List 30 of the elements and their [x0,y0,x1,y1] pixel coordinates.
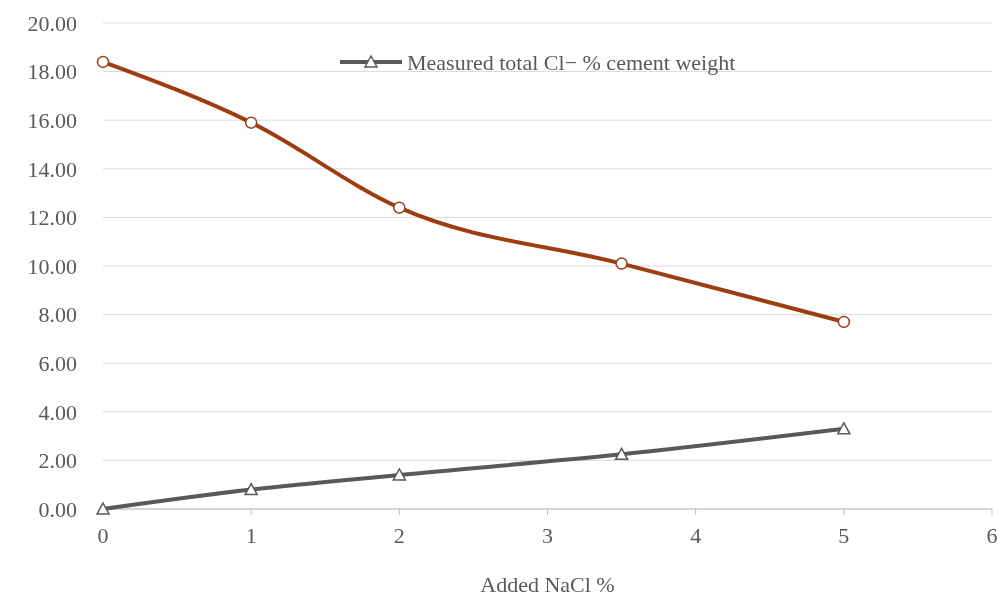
y-tick-label: 20.00 [27,10,77,36]
x-axis-title: Added NaCl % [480,572,615,597]
y-tick-label: 16.00 [27,107,77,133]
x-tick-label: 0 [97,523,109,548]
point [614,447,629,461]
y-tick-label: 4.00 [38,399,77,425]
x-tick-label: 6 [986,523,998,548]
point [96,502,110,515]
y-tick-label: 0.00 [38,496,77,522]
y-tick-label: 8.00 [38,302,77,328]
point [392,468,407,481]
legend-label: Measured total Cl− % cement weight [407,49,736,75]
y-tick-label: 2.00 [38,448,77,474]
x-tick-label: 4 [690,523,702,548]
point [837,315,851,329]
x-tick-label: 2 [393,523,405,548]
y-tick-label: 10.00 [27,253,77,279]
y-tick-label: 18.00 [27,59,77,85]
point [244,116,258,129]
point [96,55,110,69]
x-tick-label: 1 [245,523,257,548]
point [837,422,851,435]
y-tick-label: 6.00 [38,350,77,376]
point [615,257,628,270]
y-tick-label: 12.00 [27,205,77,231]
x-tick-label: 3 [542,523,553,548]
y-tick-label: 14.00 [27,156,77,182]
x-tick-label: 5 [838,523,850,548]
point [393,201,406,214]
point [244,482,258,496]
